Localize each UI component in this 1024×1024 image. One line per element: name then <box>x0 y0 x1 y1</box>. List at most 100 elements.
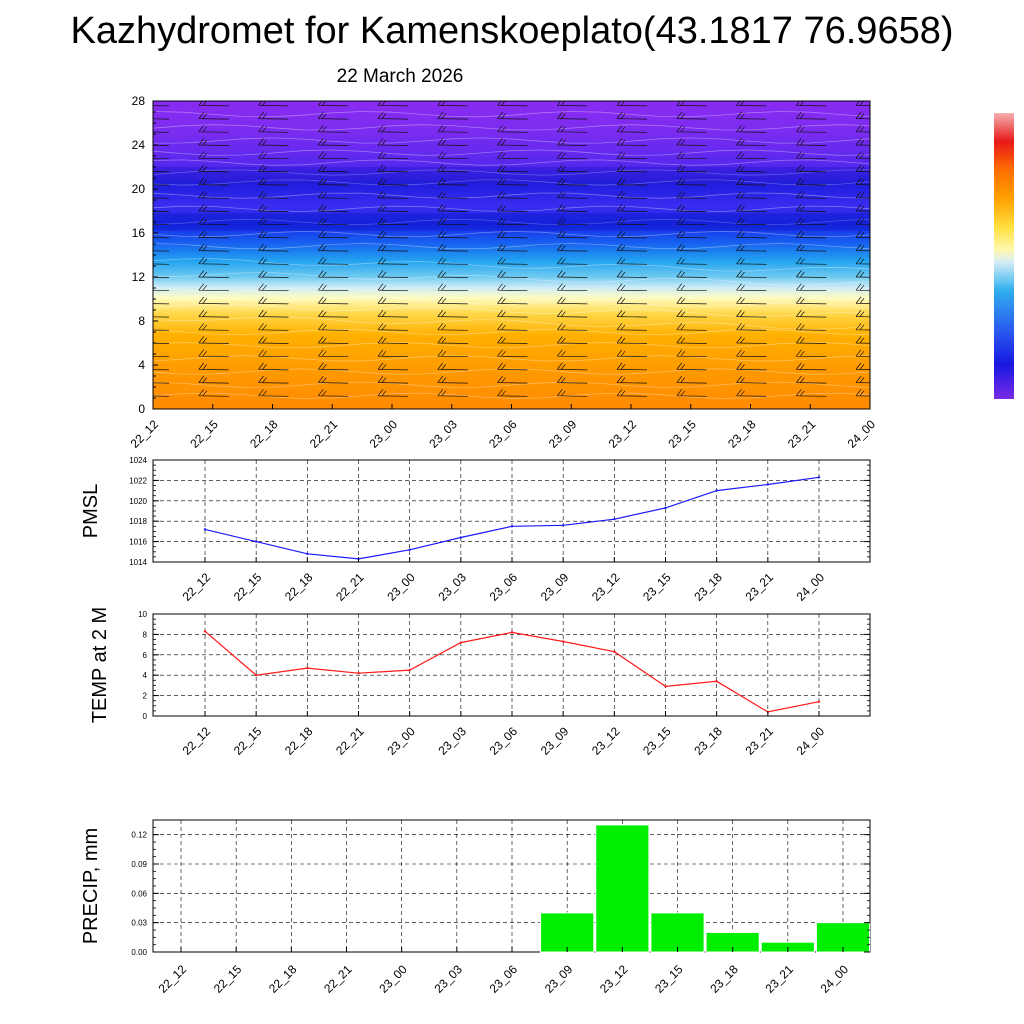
precip-frame <box>152 819 871 953</box>
contour-band <box>153 213 870 231</box>
wind-barb <box>557 257 588 265</box>
temp-point <box>254 674 258 677</box>
wind-barb <box>855 164 870 172</box>
wind-barb <box>855 309 870 318</box>
wind-barb <box>616 362 648 371</box>
wind-barb <box>258 389 289 397</box>
wind-barb <box>377 296 409 305</box>
wind-barb <box>258 217 289 226</box>
y-tick-label: 0.00 <box>131 948 147 957</box>
wind-barb <box>676 243 707 252</box>
wind-barb <box>736 243 767 252</box>
temp-point <box>459 641 463 644</box>
wind-barb <box>318 296 349 305</box>
wind-barb <box>497 362 528 371</box>
x-tick-label: 23_06 <box>486 417 520 451</box>
wind-barb <box>676 362 707 371</box>
wind-barb <box>676 283 707 292</box>
wind-barb <box>437 111 468 120</box>
wind-barb <box>557 217 588 226</box>
temp-point <box>613 650 616 653</box>
wind-barb <box>153 290 170 292</box>
wind-barb <box>557 375 588 384</box>
wind-barb <box>796 362 827 371</box>
wind-barb <box>796 111 827 120</box>
wind-barb <box>437 362 468 371</box>
wind-barb <box>377 375 409 384</box>
wind-barb <box>796 125 827 133</box>
y-tick-label: 0.09 <box>131 860 147 869</box>
wind-barb <box>318 177 349 186</box>
pmsl-point <box>613 517 616 521</box>
wind-barb <box>616 217 648 226</box>
pmsl-ylabel: PMSL <box>80 484 102 538</box>
wind-barb <box>437 375 468 384</box>
wind-barb <box>153 237 170 239</box>
wind-barb <box>557 323 588 331</box>
temp-frame <box>152 613 871 717</box>
y-tick-label: 8 <box>143 630 148 639</box>
wind-barb <box>676 257 707 265</box>
wind-barb <box>557 204 588 212</box>
wind-barb <box>736 362 767 371</box>
wind-barb <box>616 257 648 265</box>
wind-barb <box>198 296 229 305</box>
wind-barb <box>736 191 767 199</box>
x-tick-label: 22_12 <box>180 724 214 758</box>
wind-barb <box>258 283 289 292</box>
wind-barb <box>855 270 870 278</box>
wind-barb <box>318 375 349 384</box>
wind-barb <box>153 118 170 120</box>
wind-barb <box>676 309 707 318</box>
wind-barb <box>796 283 827 292</box>
wind-barb <box>736 349 767 358</box>
wind-barb <box>377 125 409 133</box>
wind-barb <box>153 250 170 252</box>
wind-barb <box>855 323 870 331</box>
wind-barb <box>318 336 349 344</box>
wind-barb <box>676 389 707 397</box>
wind-barb <box>437 257 468 265</box>
wind-barb <box>318 217 349 226</box>
wind-barb <box>796 138 827 146</box>
wind-barb <box>198 177 229 186</box>
temp-point <box>357 671 360 675</box>
chart-date: 22 March 2026 <box>336 66 464 87</box>
wind-barb <box>437 151 468 160</box>
x-tick-label: 23_21 <box>742 570 776 604</box>
wind-barb <box>616 125 648 133</box>
wind-barb <box>736 389 767 397</box>
wind-barb <box>437 125 468 133</box>
wind-barb <box>198 111 229 120</box>
wind-barb <box>258 257 289 265</box>
wind-barb <box>437 349 468 358</box>
x-tick-label: 22_21 <box>321 962 355 996</box>
wind-barb <box>616 151 648 160</box>
wind-barb <box>616 111 648 120</box>
wind-barb <box>377 283 409 292</box>
x-tick-label: 23_00 <box>384 724 418 758</box>
wind-barb <box>258 309 289 318</box>
y-tick-label: 1016 <box>129 538 147 547</box>
pmsl-point <box>817 476 821 479</box>
wind-barb <box>318 191 349 199</box>
contour-line <box>153 328 870 336</box>
contour-line <box>153 192 870 199</box>
wind-barb <box>153 369 170 371</box>
wind-barb <box>437 323 468 331</box>
temp-point <box>408 668 411 672</box>
contour-line <box>153 258 870 272</box>
y-tick-label: 1020 <box>129 497 147 506</box>
wind-barb <box>796 230 827 239</box>
pmsl-point <box>664 506 667 510</box>
wind-barb <box>796 257 827 265</box>
wind-barb <box>497 375 528 384</box>
wind-barb <box>796 164 827 173</box>
wind-barb <box>377 243 409 252</box>
wind-barb <box>153 131 170 133</box>
wind-barb <box>318 111 349 120</box>
wind-barb <box>676 336 707 344</box>
temp-ylabel: TEMP at 2 M <box>89 607 111 723</box>
wind-barb <box>198 362 229 371</box>
wind-barb <box>198 217 229 226</box>
